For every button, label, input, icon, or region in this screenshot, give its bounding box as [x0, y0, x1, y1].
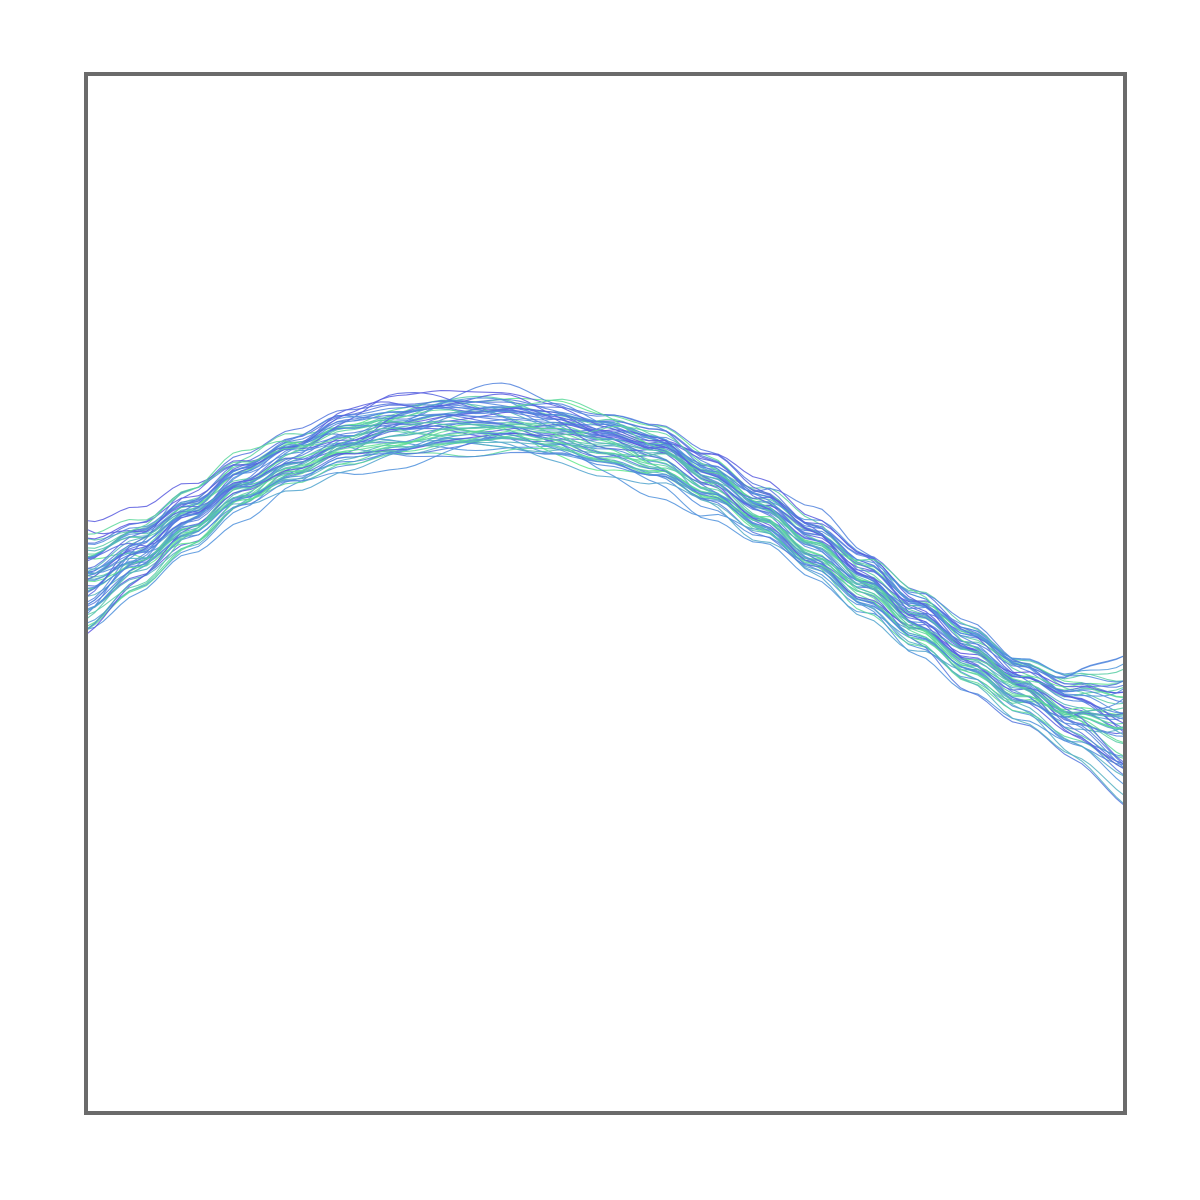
- series-line-44: [86, 426, 1125, 688]
- series-layer: [86, 382, 1125, 807]
- series-line-7: [86, 438, 1125, 720]
- series-line-57: [86, 432, 1125, 737]
- series-line-47: [86, 437, 1125, 729]
- series-line-2: [86, 405, 1125, 680]
- series-line-54: [86, 437, 1125, 797]
- series-line-51: [86, 421, 1125, 699]
- series-line-35: [86, 414, 1125, 765]
- series-line-60: [86, 420, 1125, 717]
- series-line-27: [86, 398, 1125, 766]
- series-line-34: [86, 406, 1125, 679]
- series-line-15: [86, 430, 1125, 745]
- series-line-9: [86, 404, 1125, 715]
- plot-frame: [84, 72, 1127, 1115]
- series-line-45: [86, 390, 1125, 725]
- series-line-10: [86, 399, 1125, 698]
- series-line-56: [86, 405, 1125, 764]
- series-line-59: [86, 426, 1125, 778]
- series-line-13: [86, 423, 1125, 694]
- series-line-25: [86, 426, 1125, 770]
- series-line-32: [86, 437, 1125, 730]
- series-line-48: [86, 410, 1125, 675]
- series-line-40: [86, 430, 1125, 744]
- series-line-58: [86, 423, 1125, 716]
- series-line-31: [86, 400, 1125, 730]
- series-line-43: [86, 397, 1125, 697]
- series-line-39: [86, 432, 1125, 807]
- series-line-55: [86, 398, 1125, 758]
- series-line-21: [86, 418, 1125, 714]
